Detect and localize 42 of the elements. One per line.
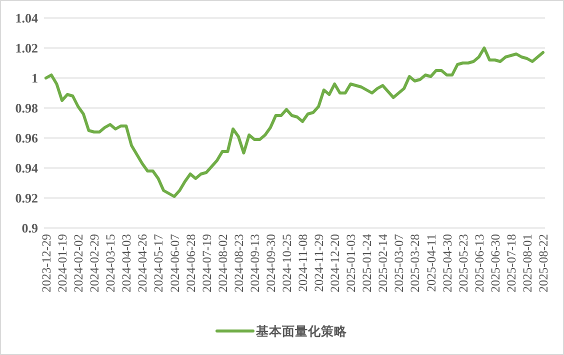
x-tick-label: 2025-06-30 <box>488 234 502 292</box>
x-tick-label: 2024-02-29 <box>88 234 102 292</box>
x-tick-label: 2025-04-11 <box>424 234 438 292</box>
x-tick-label: 2025-03-07 <box>392 234 406 292</box>
line-series <box>44 46 544 198</box>
x-tick-label: 2024-11-29 <box>312 234 326 292</box>
x-tick-label: 2024-08-23 <box>232 234 246 292</box>
y-tick-label: 0.9 <box>22 220 38 236</box>
x-tick-label: 2025-03-28 <box>408 234 422 292</box>
x-tick-label: 2024-06-28 <box>184 234 198 292</box>
x-tick-label: 2024-10-25 <box>280 234 294 292</box>
legend-label: 基本面量化策略 <box>255 324 348 338</box>
x-tick-label: 2025-04-30 <box>440 234 454 292</box>
x-tick-label: 2025-01-03 <box>344 234 358 292</box>
x-tick-label: 2024-11-08 <box>296 234 310 292</box>
x-tick-label: 2025-08-22 <box>536 234 550 292</box>
x-tick-label: 2025-08-01 <box>520 234 534 292</box>
y-tick-label: 0.96 <box>15 130 38 146</box>
x-tick-label: 2025-02-14 <box>376 233 390 292</box>
x-tick-label: 2023-12-29 <box>40 234 54 292</box>
x-tick-label: 2024-01-19 <box>56 234 70 292</box>
y-tick-label: 0.98 <box>15 100 38 116</box>
y-tick-label: 0.94 <box>15 160 38 176</box>
x-tick-label: 2024-08-02 <box>216 234 230 292</box>
y-tick-label: 1.04 <box>15 10 38 26</box>
x-tick-label: 2024-12-20 <box>328 234 342 292</box>
y-tick-label: 1.02 <box>15 40 38 56</box>
x-tick-label: 2024-09-13 <box>248 234 262 292</box>
x-tick-label: 2024-03-15 <box>104 234 118 292</box>
x-tick-label: 2025-05-23 <box>456 234 470 292</box>
x-tick-label: 2025-01-24 <box>360 233 374 292</box>
x-tick-label: 2025-06-13 <box>472 234 486 292</box>
x-tick-label: 2024-09-30 <box>264 234 278 292</box>
x-tick-label: 2024-07-19 <box>200 234 214 292</box>
x-tick-label: 2024-06-07 <box>168 234 182 292</box>
x-tick-label: 2024-04-03 <box>120 234 134 292</box>
y-tick-label: 1 <box>32 70 38 86</box>
x-tick-label: 2025-07-18 <box>504 234 518 292</box>
x-tick-label: 2024-02-02 <box>72 234 86 292</box>
x-tick-label: 2024-04-26 <box>136 234 150 292</box>
y-tick-label: 0.92 <box>15 190 38 206</box>
x-tick-label: 2024-05-17 <box>152 234 166 292</box>
